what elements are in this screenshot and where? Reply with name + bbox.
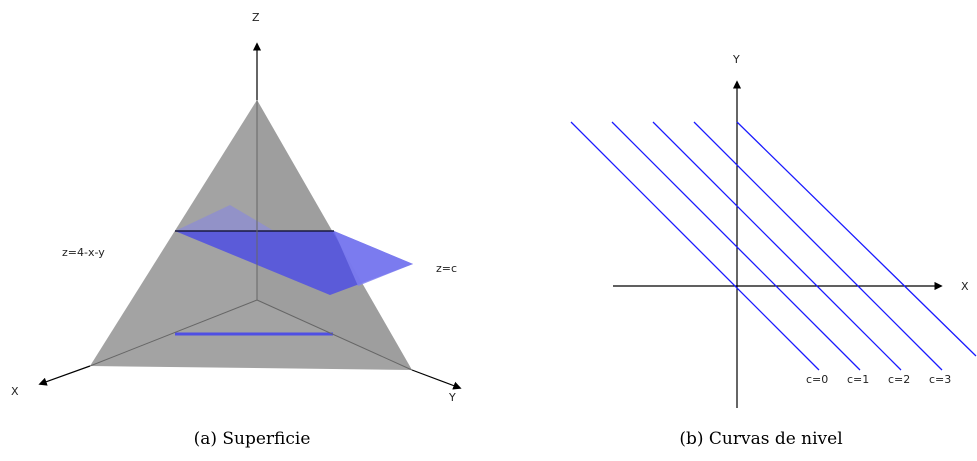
level-curve-c3: [693, 121, 943, 371]
axis-y: [411, 369, 462, 390]
axis-y-2d-label: Y: [732, 53, 740, 66]
caption-a: (a) Superficie: [194, 429, 311, 449]
inner-axis-x: [89, 299, 258, 367]
level-curve-label-c0: c=0: [806, 373, 828, 386]
level-plane-back: [175, 205, 274, 231]
level-curve-label-c3: c=3: [929, 373, 951, 386]
axis-x: [38, 365, 91, 386]
level-curve-outer: [736, 121, 977, 357]
level-curves-panel: X Y c=0 c=1 c=2 c=3 (b) Curvas de nivel: [570, 53, 977, 449]
level-curve-label-c1: c=1: [847, 373, 869, 386]
axis-x-2d-label: X: [961, 280, 969, 293]
plane-label: z=c: [436, 262, 457, 275]
surface-label: z=4-x-y: [62, 246, 105, 259]
axis-z-label: Z: [252, 11, 260, 24]
inner-axis-y: [256, 299, 413, 371]
level-curves: c=0 c=1 c=2 c=3: [570, 121, 977, 386]
axis-x-label: X: [11, 385, 19, 398]
level-plane-tip: [334, 231, 413, 286]
level-curve-label-c2: c=2: [888, 373, 910, 386]
caption-b: (b) Curvas de nivel: [679, 429, 842, 449]
level-curve-c2: [652, 121, 902, 371]
level-curve-c0: [570, 121, 820, 371]
surface-panel: Z X Y z=4-x-y z=c (a) Superficie: [11, 11, 462, 449]
axis-y-label: Y: [448, 391, 456, 404]
level-curve-c1: [611, 121, 861, 371]
